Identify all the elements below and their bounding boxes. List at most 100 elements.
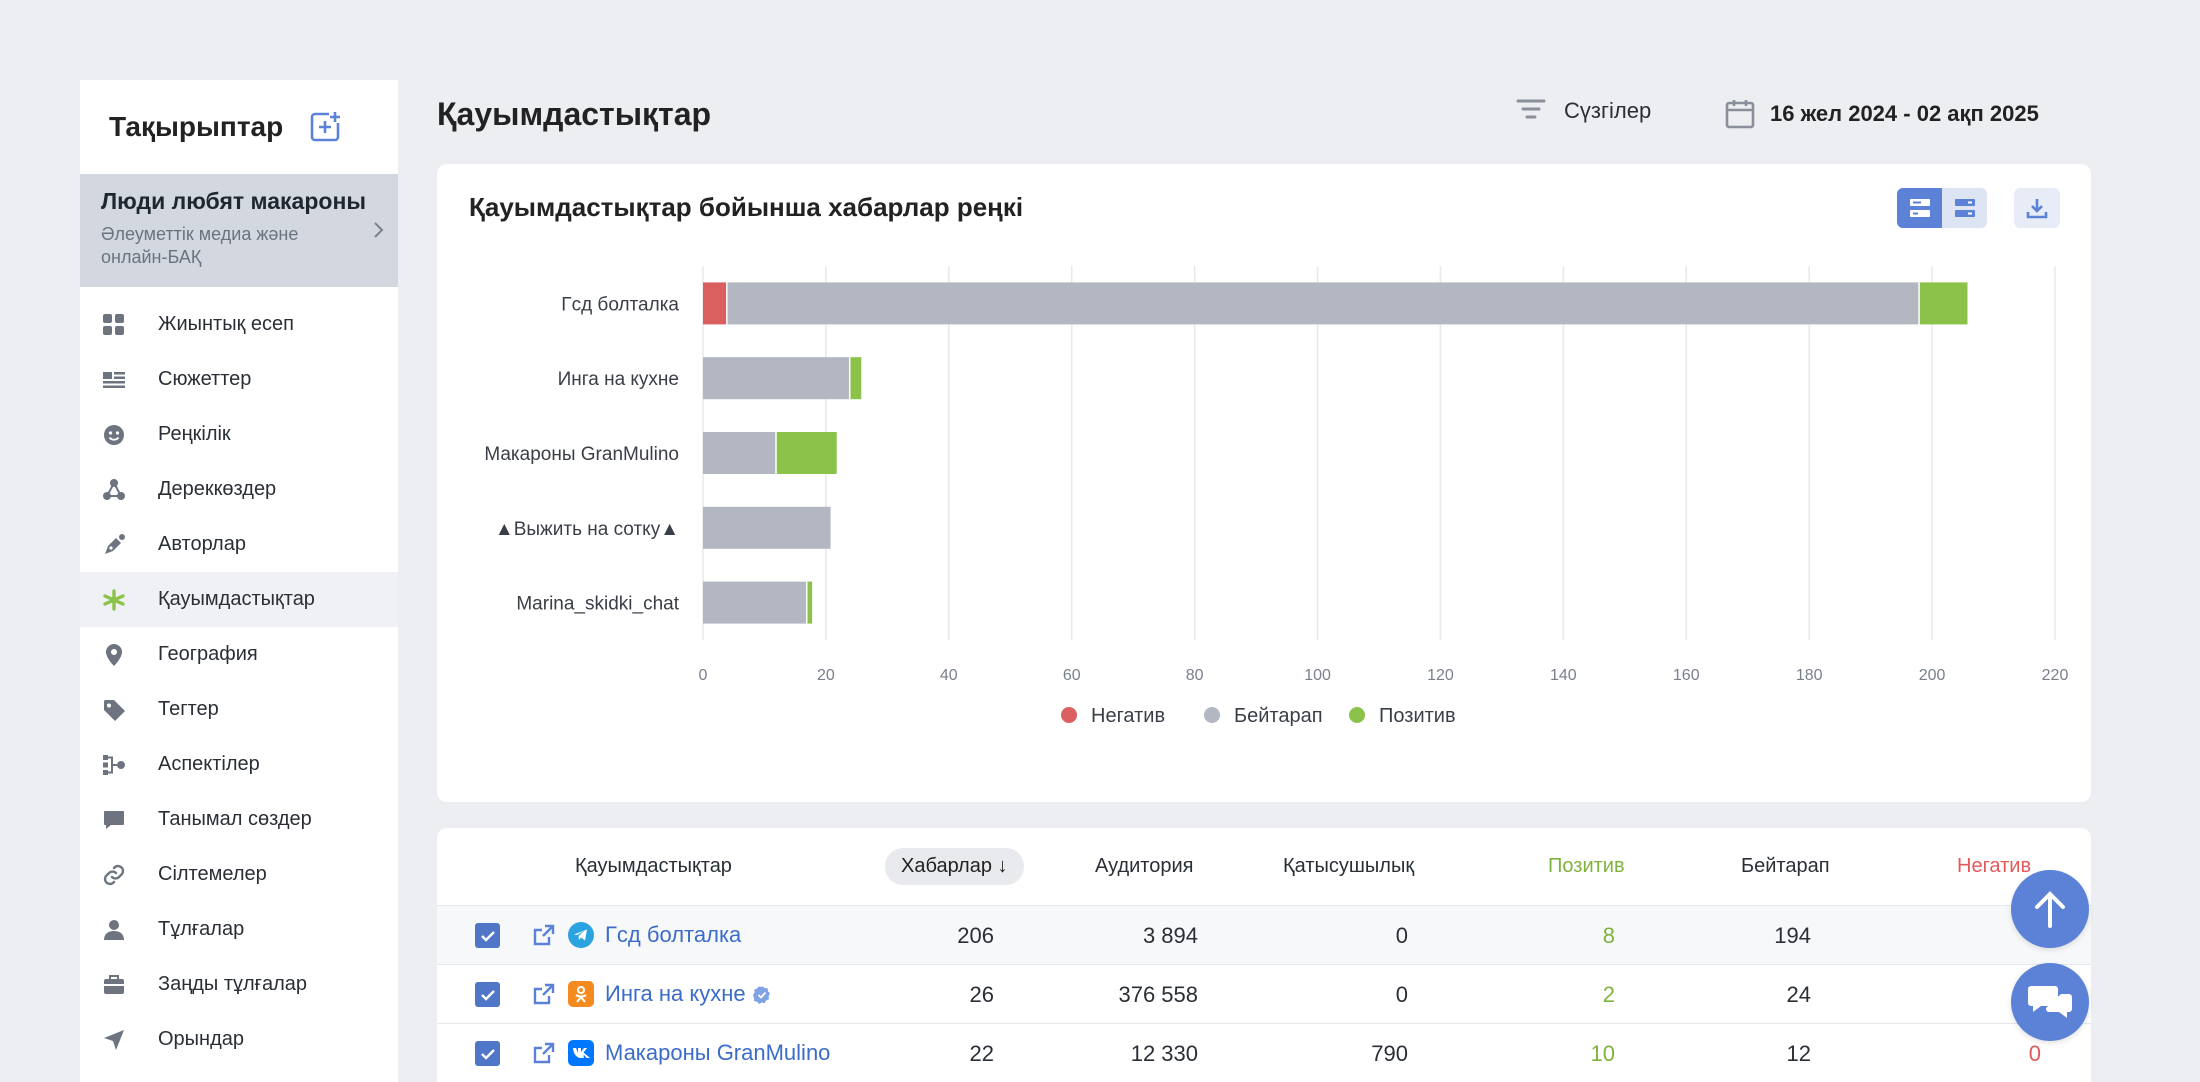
community-link[interactable]: Гсд болталка	[605, 922, 742, 947]
sidebar-item-legal-entities[interactable]: Заңды тұлғалар	[80, 957, 398, 1012]
table-row: Инга на кухне 26 376 558 0 2 24	[437, 965, 2091, 1024]
topic-name: Люди любят макароны	[101, 188, 366, 214]
x-tick-label: 0	[699, 667, 708, 684]
x-tick-label: 140	[1550, 667, 1577, 684]
external-link-icon[interactable]	[533, 924, 555, 946]
download-button[interactable]	[2014, 188, 2060, 228]
row-checkbox[interactable]	[475, 923, 500, 948]
grouped-view-button[interactable]	[1942, 188, 1987, 228]
date-range-label: 16 жел 2024 - 02 ақп 2025	[1770, 101, 2039, 126]
sidebar-item-geography[interactable]: География	[80, 627, 398, 682]
sidebar-item-label: Аспектілер	[158, 753, 260, 775]
sidebar-item-summary[interactable]: Жиынтық есеп	[80, 297, 398, 352]
sidebar-item-stories[interactable]: Сюжеттер	[80, 352, 398, 407]
download-icon	[2026, 199, 2048, 219]
legend-label: Негатив	[1091, 705, 1165, 727]
sidebar-item-tags[interactable]: Тегтер	[80, 682, 398, 737]
y-category-label: Макароны GranMulino	[484, 444, 679, 465]
bar-segment	[703, 432, 776, 474]
messages-cell: 22	[969, 1041, 994, 1066]
bar-segment	[727, 282, 1919, 325]
support-chat-button[interactable]	[2011, 963, 2089, 1041]
bar-segment	[703, 282, 727, 325]
column-header-positive[interactable]: Позитив	[1548, 855, 1625, 877]
person-icon	[102, 918, 126, 942]
sources-icon	[102, 478, 126, 502]
stacked-view-button[interactable]	[1897, 188, 1942, 228]
negative-cell: 0	[2028, 1041, 2041, 1066]
aspects-icon	[102, 753, 126, 777]
communities-icon	[102, 588, 126, 612]
stories-icon	[102, 368, 126, 392]
row-checkbox[interactable]	[475, 982, 500, 1007]
column-header-engagement[interactable]: Қатысушылық	[1283, 855, 1415, 877]
column-header-community[interactable]: Қауымдастықтар	[575, 855, 732, 877]
sidebar-item-label: Дереккөздер	[158, 478, 277, 500]
sidebar-item-label: География	[158, 643, 258, 665]
topic-selector[interactable]: Люди любят макароны Әлеуметтік медиа жән…	[80, 174, 398, 287]
navigation-arrow-icon	[102, 1028, 126, 1052]
date-range-picker[interactable]: 16 жел 2024 - 02 ақп 2025	[1724, 98, 2039, 130]
column-header-negative[interactable]: Негатив	[1957, 855, 2032, 877]
sidebar-item-tonality[interactable]: Реңкілік	[80, 407, 398, 462]
bar-segment	[850, 357, 862, 400]
sentiment-chart-card: Қауымдастықтар бойынша хабарлар реңкі 0 2…	[437, 164, 2091, 802]
scroll-to-top-button[interactable]	[2011, 870, 2089, 948]
external-link-icon[interactable]	[533, 1042, 555, 1064]
sidebar-item-places[interactable]: Орындар	[80, 1012, 398, 1067]
sidebar-item-label: Тұлғалар	[158, 918, 245, 940]
chart-view-toggle	[1897, 188, 1987, 228]
sidebar-item-label: Сюжеттер	[158, 368, 252, 390]
sidebar-item-popular-words[interactable]: Танымал сөздер	[80, 792, 398, 847]
verified-badge-icon	[752, 986, 770, 1005]
table-row: Макароны GranMulino 22 12 330 790 10 12 …	[437, 1024, 2091, 1082]
x-tick-label: 220	[2042, 667, 2069, 684]
sidebar-item-communities[interactable]: Қауымдастықтар	[80, 572, 398, 627]
topic-subtitle: Әлеуметтік медиа және онлайн-БАҚ	[101, 224, 299, 267]
column-header-neutral[interactable]: Бейтарап	[1741, 855, 1830, 877]
audience-cell: 3 894	[1142, 923, 1198, 948]
sidebar-item-label: Орындар	[158, 1028, 245, 1050]
chat-bubble-icon	[102, 808, 126, 832]
sidebar-item-label: Тегтер	[158, 698, 219, 720]
filters-button[interactable]: Сүзгілер	[1516, 98, 1651, 124]
dashboard-icon	[102, 313, 126, 337]
y-category-label: ▲Выжить на сотку▲	[495, 519, 679, 540]
sidebar-item-links[interactable]: Сілтемелер	[80, 847, 398, 902]
chart-title: Қауымдастықтар бойынша хабарлар реңкі	[469, 192, 1024, 222]
link-icon	[102, 863, 126, 887]
stacked-bars-icon	[1909, 199, 1930, 217]
page-title: Қауымдастықтар	[437, 96, 712, 132]
bar-segment	[703, 357, 849, 400]
arrow-up-icon	[2035, 891, 2065, 928]
community-link[interactable]: Макароны GranMulino	[605, 1040, 831, 1065]
community-link[interactable]: Инга на кухне	[605, 981, 772, 1007]
x-tick-label: 180	[1796, 667, 1823, 684]
x-tick-label: 120	[1427, 667, 1454, 684]
sidebar-item-persons[interactable]: Тұлғалар	[80, 902, 398, 957]
x-tick-label: 160	[1673, 667, 1700, 684]
legend-swatch	[1061, 707, 1077, 723]
sidebar-item-aspects[interactable]: Аспектілер	[80, 737, 398, 792]
sidebar-item-authors[interactable]: Авторлар	[80, 517, 398, 572]
legend-label: Бейтарап	[1234, 705, 1323, 727]
sidebar-item-label: Заңды тұлғалар	[158, 973, 308, 995]
audience-cell: 12 330	[1130, 1041, 1198, 1066]
external-link-icon[interactable]	[533, 983, 555, 1005]
telegram-icon	[568, 922, 594, 948]
communities-table: Қауымдастықтар Хабарлар ↓ Аудитория Қаты…	[437, 828, 2091, 1082]
location-pin-icon	[102, 643, 126, 667]
column-header-audience[interactable]: Аудитория	[1095, 855, 1194, 877]
stacked-bar-chart: 0 20 40 60 80 100 120 140 160 180 200 220 Гсд болтал…	[484, 266, 2069, 727]
bar-segment	[807, 581, 813, 624]
sidebar-title: Тақырыптар	[109, 111, 284, 142]
calendar-icon	[1725, 100, 1755, 129]
add-topic-icon[interactable]	[309, 111, 341, 143]
sidebar-item-label: Жиынтық есеп	[158, 313, 294, 335]
filter-icon	[1516, 99, 1546, 119]
sidebar-item-label: Реңкілік	[158, 423, 231, 445]
sidebar-item-sources[interactable]: Дереккөздер	[80, 462, 398, 517]
column-header-messages[interactable]: Хабарлар ↓	[885, 848, 1024, 885]
row-checkbox[interactable]	[475, 1041, 500, 1066]
legend-label: Позитив	[1379, 705, 1456, 727]
